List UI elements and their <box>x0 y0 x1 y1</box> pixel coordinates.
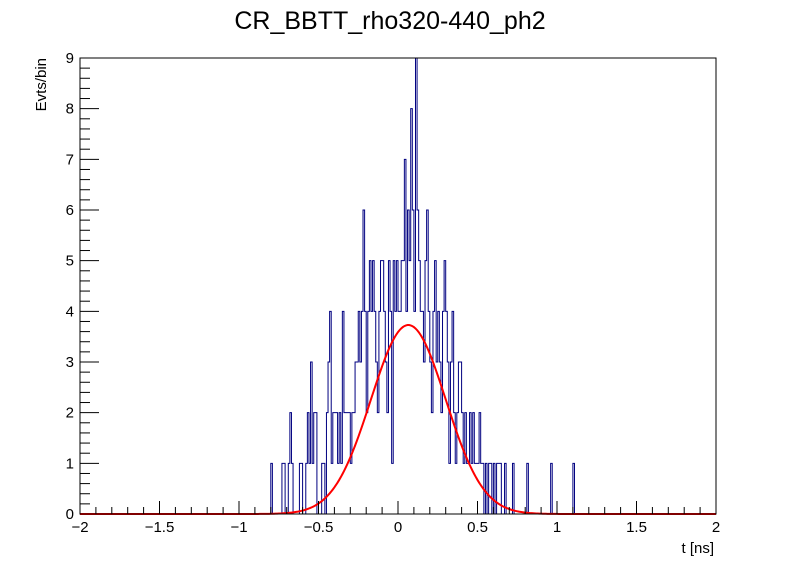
histogram-bin <box>406 311 408 514</box>
x-tick-label: 0 <box>394 519 402 536</box>
histogram-bin <box>423 362 425 514</box>
histogram-bin <box>449 463 451 514</box>
y-tick-label: 3 <box>66 354 74 371</box>
fit-curve-group <box>80 324 716 515</box>
x-tick-label: −1 <box>230 519 247 536</box>
y-tick-label: 6 <box>66 202 74 219</box>
histogram-bin <box>377 413 379 514</box>
histogram-bin <box>334 413 336 514</box>
y-tick-label: 2 <box>66 405 74 422</box>
histogram-bin <box>353 413 355 514</box>
histogram-bin <box>498 463 500 514</box>
histogram-bin <box>309 463 311 514</box>
histogram-bin <box>344 413 346 514</box>
histogram-bin <box>387 413 389 514</box>
histogram-bin <box>371 311 373 514</box>
histogram-bin <box>392 463 394 514</box>
y-tick-label: 5 <box>66 253 74 270</box>
y-tick-label: 1 <box>66 455 74 472</box>
histogram-bin <box>468 463 470 514</box>
histogram-bin <box>436 362 438 514</box>
histogram-bin <box>403 261 405 514</box>
x-tick-label: −2 <box>71 519 88 536</box>
histogram-outline <box>80 57 716 515</box>
x-axis-title: t [ns] <box>681 540 714 557</box>
y-axis: 0 1 2 3 4 5 6 7 8 9 <box>66 50 99 523</box>
histogram <box>80 57 716 515</box>
y-axis-title: Evts/bin <box>33 58 50 111</box>
x-axis: −2 −1.5 −1 −0.5 0 0.5 1 1.5 2 <box>71 501 720 536</box>
histogram-bin <box>360 362 362 514</box>
histogram-bin <box>338 463 340 514</box>
histogram-bin <box>398 311 400 514</box>
x-tick-label: 1 <box>553 519 561 536</box>
histogram-bin <box>350 463 352 514</box>
y-tick-label: 0 <box>66 506 74 523</box>
histogram-bin <box>420 311 422 514</box>
histogram-bin <box>395 311 397 514</box>
histogram-bin <box>409 261 411 514</box>
y-tick-label: 8 <box>66 101 74 118</box>
histogram-bin <box>341 463 343 514</box>
histogram-bin <box>455 463 457 514</box>
y-tick-label: 4 <box>66 303 74 320</box>
histogram-bin <box>474 463 476 514</box>
histogram-bin <box>431 413 433 514</box>
histogram-bin <box>366 413 368 514</box>
x-tick-label: 2 <box>712 519 720 536</box>
chart-title: CR_BBTT_rho320-440_ph2 <box>234 7 545 35</box>
histogram-bin <box>400 311 402 514</box>
histogram-bin <box>463 463 465 514</box>
x-tick-label: −0.5 <box>304 519 334 536</box>
fit-curve <box>80 324 716 515</box>
histogram-bin <box>414 311 416 514</box>
histogram-bin <box>441 413 443 514</box>
x-tick-label: 1.5 <box>626 519 647 536</box>
x-tick-label: −1.5 <box>145 519 175 536</box>
histogram-bin <box>466 463 468 514</box>
y-tick-label: 9 <box>66 50 74 67</box>
x-tick-label: 0.5 <box>467 519 488 536</box>
y-tick-label: 7 <box>66 151 74 168</box>
